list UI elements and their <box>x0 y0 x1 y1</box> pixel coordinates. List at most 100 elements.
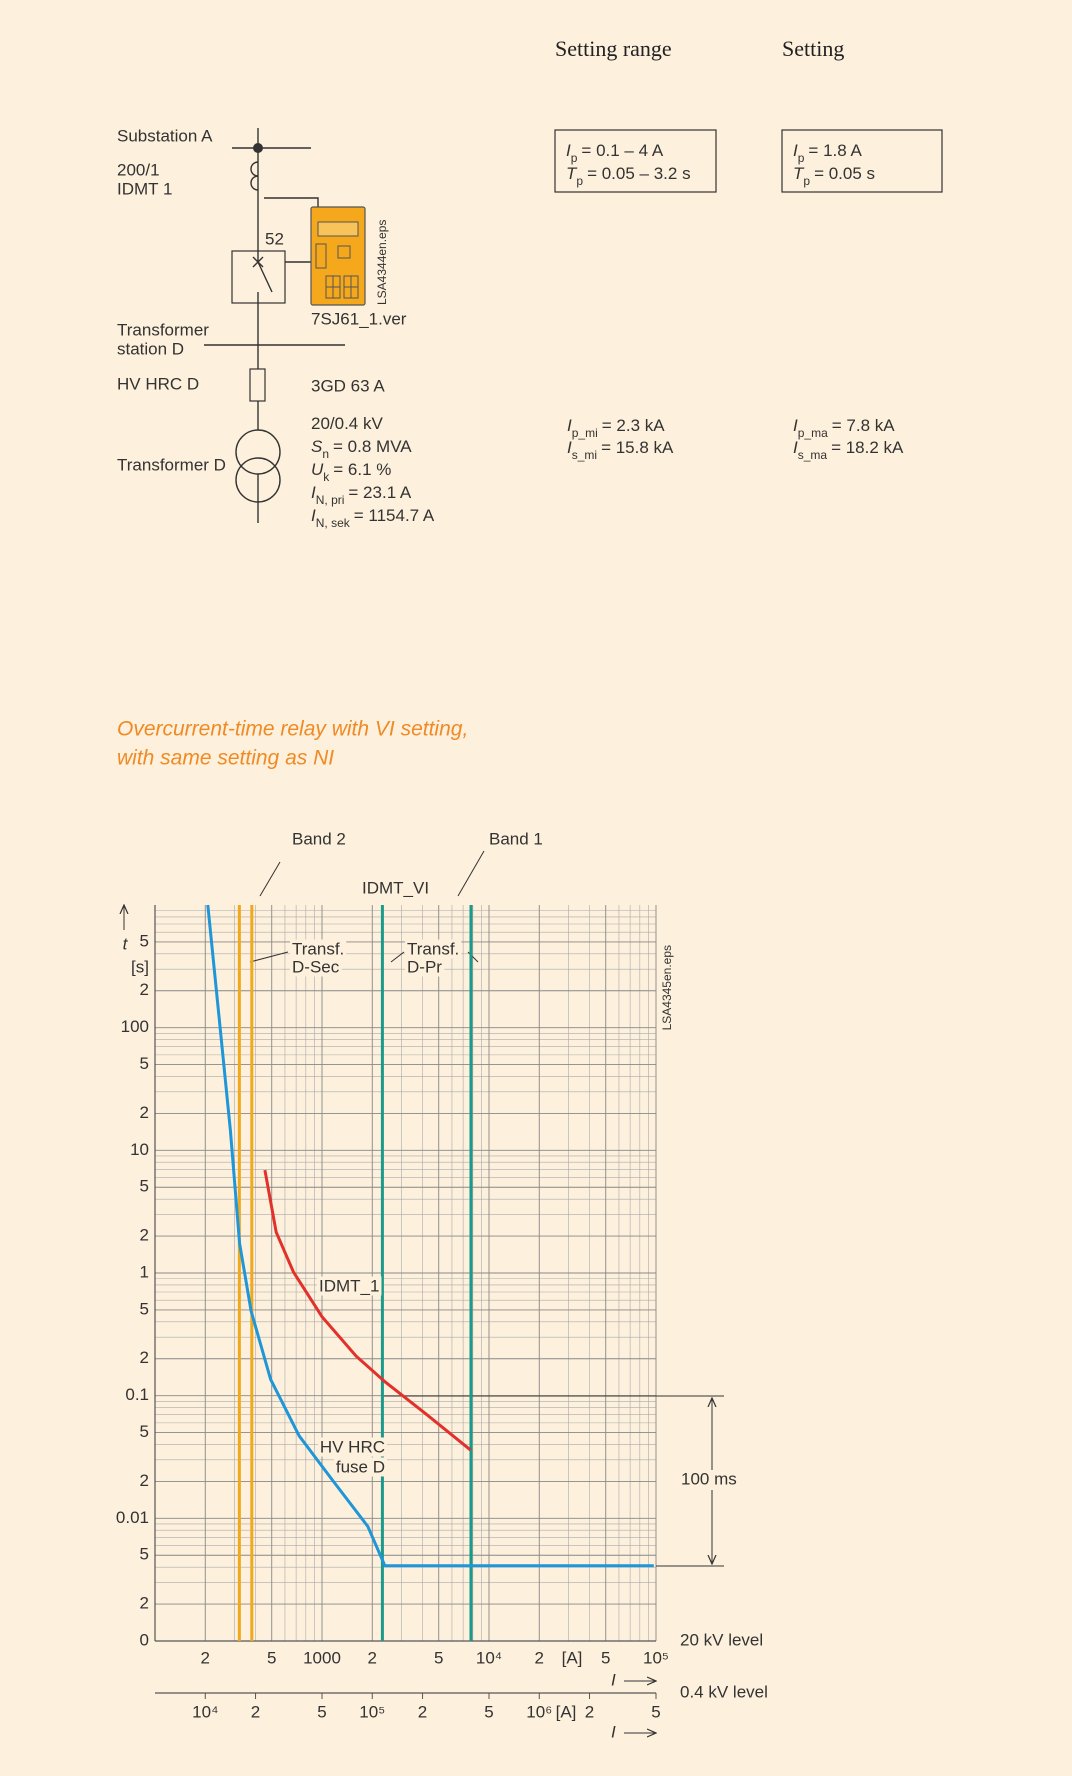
label: Transformer <box>117 320 209 339</box>
label: IDMT 1 <box>117 179 172 198</box>
formula-text: = 0.8 MVA <box>333 437 412 456</box>
chart-label: D-Pr <box>407 957 442 976</box>
symbol: I <box>311 506 316 525</box>
y-tick-label: 0 <box>140 1630 149 1649</box>
symbol: U <box>311 460 324 479</box>
x2-unit: [A] <box>556 1702 577 1721</box>
subscript: p_ma <box>798 426 828 440</box>
x-label: I <box>611 1670 616 1689</box>
ct-wire <box>264 197 319 209</box>
y-tick-label: 2 <box>140 1226 149 1245</box>
label: 7SJ61_1.ver <box>311 309 407 328</box>
symbol: I <box>567 416 572 435</box>
chart-label: fuse D <box>336 1457 385 1476</box>
x2-tick-label: 2 <box>418 1702 427 1721</box>
chart-label: IDMT_VI <box>362 878 429 897</box>
chart: 2 5 1000 2 5 10⁴ 2 5 10⁵ 5 2 100 5 2 10 5 2 1 5 2 0.1 5 2 0.01 5… <box>116 829 768 1741</box>
symbol: T <box>793 164 805 183</box>
formula-text: = 6.1 % <box>333 460 391 479</box>
label-background <box>290 939 347 959</box>
label: 3GD 63 A <box>311 376 385 395</box>
y-tick-label: 2 <box>140 980 149 999</box>
formula: Ip_ma = 7.8 kA <box>793 416 895 440</box>
x2-tick-label: 10⁵ <box>359 1702 385 1721</box>
symbol: I <box>566 141 571 160</box>
formula-text: = 1154.7 A <box>354 506 435 525</box>
y-tick-label: 2 <box>140 1471 149 1490</box>
heading: with same setting as NI <box>117 747 334 770</box>
transformer-winding <box>235 457 281 503</box>
x-tick-label: 2 <box>368 1648 377 1667</box>
curve <box>206 904 654 1568</box>
leader-line <box>457 850 485 897</box>
y-unit: [s] <box>131 957 149 976</box>
x-tick-label: 5 <box>434 1648 443 1667</box>
formula-text: = 15.8 kA <box>601 438 674 457</box>
formula-text: = 1.8 A <box>808 141 862 160</box>
symbol: I <box>793 438 798 457</box>
relay-device <box>310 206 366 306</box>
label-background <box>405 939 462 959</box>
label-background <box>333 1457 387 1477</box>
heading: Overcurrent-time relay with VI setting, <box>117 718 468 741</box>
formula-text: = 7.8 kA <box>832 416 896 435</box>
transformer-winding <box>235 429 281 475</box>
formula: IN, sek = 1154.7 A <box>311 506 435 530</box>
y-tick-label: 0.01 <box>116 1508 149 1527</box>
label: station D <box>117 339 184 358</box>
label: 52 <box>265 229 284 248</box>
subscript: N, pri <box>316 493 345 507</box>
formula: 20/0.4 kV <box>311 414 383 433</box>
curve <box>263 1169 472 1452</box>
x2-tick-label: 10⁶ <box>526 1702 552 1721</box>
subscript: s_mi <box>572 448 597 462</box>
file-tag: LSA4344en.eps <box>375 220 389 305</box>
label: 200/1 <box>117 160 160 179</box>
chart-label: D-Sec <box>292 957 340 976</box>
label: Transformer D <box>117 455 226 474</box>
y-tick-label: 2 <box>140 1103 149 1122</box>
formula-text: = 18.2 kA <box>831 438 904 457</box>
formula-text: = 23.1 A <box>348 483 412 502</box>
x2-tick-label: 10⁴ <box>192 1702 218 1721</box>
setting-box <box>554 129 717 193</box>
label-background <box>317 1276 382 1296</box>
y-tick-label: 5 <box>140 1299 149 1318</box>
formula: IN, pri = 23.1 A <box>311 483 412 507</box>
chart-label: Transf. <box>292 939 344 958</box>
x-unit: [A] <box>562 1648 583 1667</box>
x-tick-label: 10⁴ <box>476 1648 502 1667</box>
subscript: p <box>571 151 578 165</box>
chart-label: IDMT_1 <box>319 1276 379 1295</box>
y-tick-label: 5 <box>140 931 149 950</box>
chart-label: LSA4345en.eps <box>660 945 674 1030</box>
formula-text: = 0.05 – 3.2 s <box>587 164 691 183</box>
label-background <box>360 878 432 898</box>
x-level: 20 kV level <box>680 1630 763 1649</box>
x2-tick-label: 5 <box>651 1702 660 1721</box>
formula: Ip = 0.1 – 4 A <box>566 141 664 165</box>
chart-label: HV HRC <box>320 1437 385 1456</box>
column-header: Setting range <box>555 36 672 61</box>
formula-text: = 0.1 – 4 A <box>581 141 663 160</box>
chart-label: Band 2 <box>292 829 346 848</box>
x-tick-label: 10⁵ <box>643 1648 669 1667</box>
symbol: I <box>793 416 798 435</box>
column-header: Setting <box>782 36 844 61</box>
y-tick-label: 100 <box>121 1017 149 1036</box>
x2-label: I <box>611 1722 616 1741</box>
y-label: t <box>123 934 129 953</box>
leader-line <box>390 951 405 963</box>
x-tick-label: 5 <box>601 1648 610 1667</box>
single-line-diagram <box>204 128 366 523</box>
chart-label: Transf. <box>407 939 459 958</box>
formula-text: = 0.05 s <box>814 164 875 183</box>
formula-text: 20/0.4 kV <box>311 414 383 433</box>
x2-tick-label: 5 <box>484 1702 493 1721</box>
label-background <box>290 957 342 977</box>
symbol: I <box>793 141 798 160</box>
current-transformer <box>250 161 259 191</box>
x-tick-label: 2 <box>535 1648 544 1667</box>
y-tick-label: 5 <box>140 1054 149 1073</box>
leader-line <box>249 951 289 963</box>
